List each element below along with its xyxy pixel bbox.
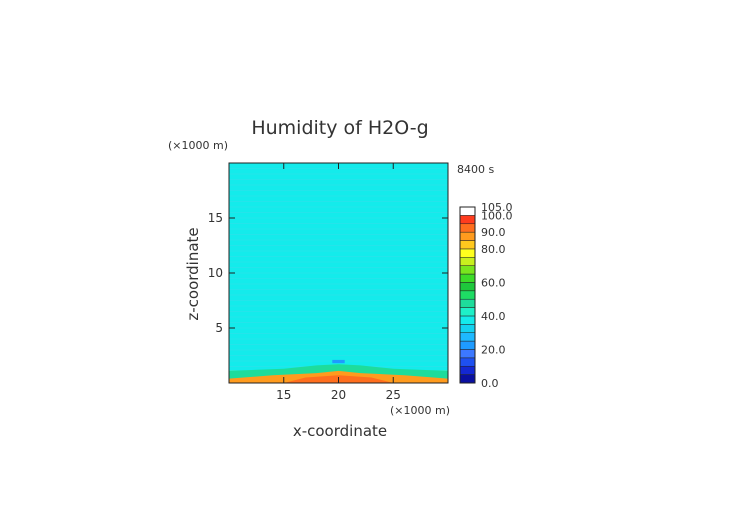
colorbar-band [459,231,476,241]
colorbar-band [459,273,476,283]
x-axis-ticks: 15 20 25 [276,163,401,402]
colorbar-band [459,332,476,342]
colorbar-band [459,265,476,275]
colorbar-band [459,215,476,225]
colorbar-label: 80.0 [481,243,506,256]
colorbar-band [459,315,476,325]
colorbar-band [459,324,476,333]
colorbar-band [459,240,476,250]
colorbar-band [459,307,476,317]
colorbar-band [459,340,476,350]
chart-title: Humidity of H2O-g [251,117,428,139]
y-axis-label: z-coordinate [184,227,202,320]
colorbar-band [459,282,476,292]
x-tick-label: 15 [276,388,291,402]
x-unit-label: (×1000 m) [390,404,450,417]
colorbar-band [459,290,476,300]
colorbar-band [459,206,476,216]
colorbar-label: 105.0 [481,201,513,214]
colorbar-band [459,223,476,233]
colorbar-band [459,298,476,308]
x-tick-label: 20 [331,388,346,402]
y-axis-ticks: 5 10 15 [208,211,448,335]
y-unit-label: (×1000 m) [168,139,228,152]
plot-area [228,162,449,384]
colorbar-frame [459,206,476,384]
colorbar-band [459,257,476,266]
colorbar-band [459,349,476,359]
y-tick-label: 15 [208,211,223,225]
colorbar-band [459,365,476,375]
colorbar-label: 100.0 [481,209,513,222]
y-tick-label: 5 [215,321,223,335]
x-axis-label: x-coordinate [293,422,387,440]
field-patch [332,359,345,364]
colorbar-label: 0.0 [481,377,499,390]
colorbar-band [459,374,476,384]
x-tick-label: 25 [386,388,401,402]
colorbar-label: 90.0 [481,226,506,239]
colorbar-band [459,248,476,258]
colorbar-label: 40.0 [481,310,506,323]
colorbar-band [459,357,476,367]
time-label: 8400 s [457,163,494,176]
y-tick-label: 10 [208,266,223,280]
colorbar-label: 20.0 [481,343,506,356]
colorbar-label: 60.0 [481,276,506,289]
